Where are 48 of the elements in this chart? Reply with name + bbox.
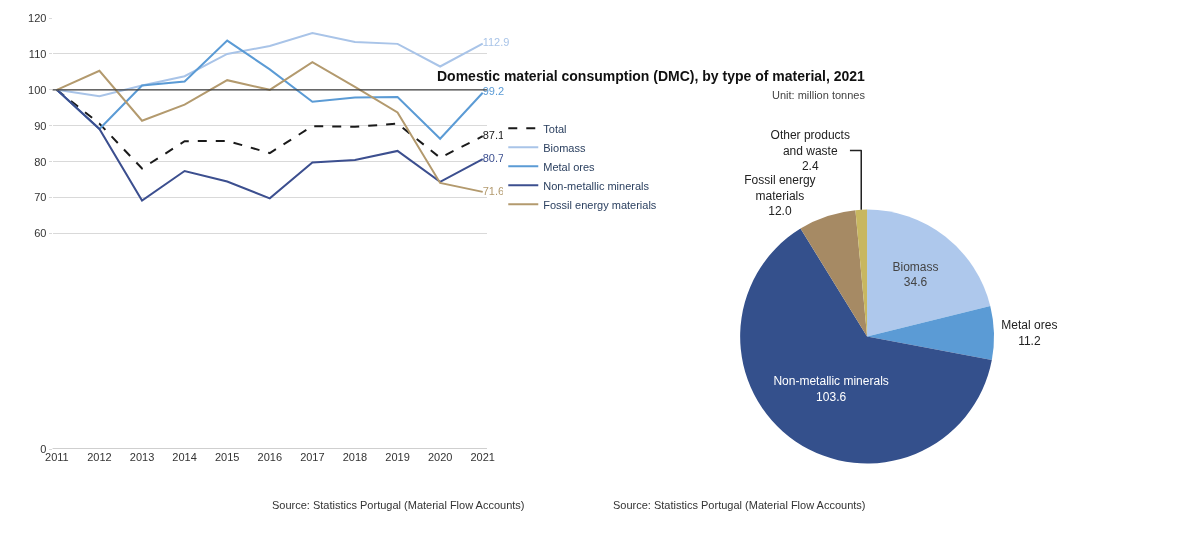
data-label: 11.2	[1018, 333, 1041, 348]
data-label: 2.4	[801, 159, 819, 174]
x-tick-label: 2017	[300, 451, 325, 464]
chart-title: Domestic material consumption (DMC), by type of material, 2021	[437, 68, 866, 84]
legend-label: Total	[543, 122, 567, 135]
chart-subtitle: Unit: million tonnes	[772, 89, 866, 101]
x-tick-label: 2018	[342, 451, 368, 464]
data-label: 34.6	[903, 275, 928, 290]
data-label: 99.2	[482, 85, 505, 98]
slice-label: Fossil energy materials	[744, 173, 816, 203]
y-tick-label: 90	[34, 119, 47, 132]
y-tick-label: 70	[34, 191, 47, 204]
legend-label: Biomass	[543, 141, 586, 154]
data-label: 112.9	[482, 36, 510, 49]
slice-label: Non-metallic minerals	[773, 374, 889, 389]
data-label: 80.7	[482, 151, 505, 164]
x-tick-label: 2015	[214, 451, 240, 464]
data-label: 87.1	[482, 128, 505, 141]
slice-label: Biomass	[892, 259, 939, 274]
x-tick-label: 2021	[470, 451, 495, 464]
x-tick-label: 2014	[172, 451, 197, 464]
legend-label: Non-metallic minerals	[543, 179, 650, 192]
y-tick-label: 60	[34, 227, 47, 240]
y-tick-label: 120	[28, 11, 47, 24]
pie-slice	[800, 210, 868, 337]
source-note: Source: Statistics Portugal (Material Flow Accounts)	[613, 499, 866, 511]
legend-label: Metal ores	[543, 160, 596, 173]
pie-slice	[867, 209, 991, 337]
y-tick-label: 110	[28, 47, 47, 60]
line-series	[55, 88, 484, 202]
x-tick-label: 2019	[385, 451, 410, 464]
y-tick-label: 80	[34, 155, 47, 168]
data-label: 12.0	[768, 204, 792, 219]
slice-label: Other products and waste	[770, 128, 850, 158]
x-tick-label: 2016	[257, 451, 283, 464]
source-note: Source: Statistics Portugal (Material Flow Accounts)	[272, 499, 525, 511]
x-tick-label: 2012	[87, 451, 112, 464]
x-tick-label: 2020	[427, 451, 453, 464]
legend-label: Fossil energy materials	[543, 198, 657, 211]
data-label: 71.6	[482, 184, 505, 197]
y-tick-label: 0	[40, 442, 47, 455]
pie-slice	[867, 305, 994, 361]
x-tick-label: 2013	[129, 451, 155, 464]
x-tick-label: 2011	[45, 451, 69, 464]
slice-label: Metal ores	[1001, 318, 1058, 333]
data-label: 103.6	[816, 389, 847, 404]
y-tick-label: 100	[28, 83, 47, 96]
pie-slice	[740, 228, 992, 464]
